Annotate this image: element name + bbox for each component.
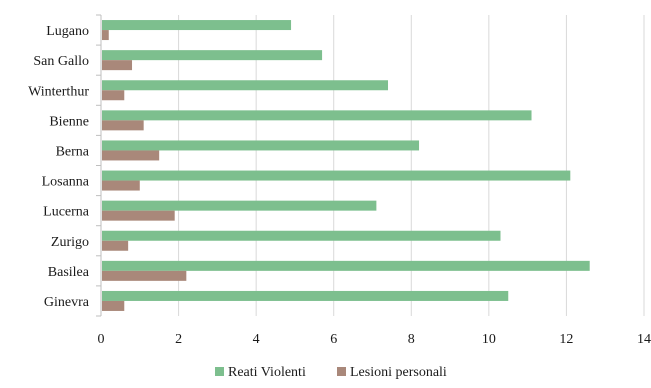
category-label: San Gallo: [33, 54, 89, 69]
category-label: Bienne: [49, 114, 89, 129]
bar-reati-violenti: [102, 230, 501, 241]
bar-lesioni-personali: [102, 150, 160, 161]
category-label: Lucerna: [43, 205, 90, 220]
category-label: Lugano: [46, 24, 89, 39]
x-tick-label: 6: [330, 332, 337, 347]
category-label: Berna: [56, 144, 90, 159]
x-tick-label: 0: [98, 332, 105, 347]
bar-lesioni-personali: [102, 270, 187, 281]
bar-lesioni-personali: [102, 180, 140, 191]
bar-lesioni-personali: [102, 210, 175, 221]
bar-lesioni-personali: [102, 30, 109, 41]
bar-reati-violenti: [102, 200, 377, 211]
legend-label: Lesioni personali: [350, 365, 447, 380]
gridlines: [178, 15, 645, 316]
category-label: Losanna: [42, 175, 90, 190]
bar-lesioni-personali: [102, 90, 125, 101]
bar-reati-violenti: [102, 20, 292, 31]
category-label: Winterthur: [28, 84, 89, 99]
category-label: Zurigo: [51, 235, 89, 250]
x-tick-label: 4: [253, 332, 260, 347]
bars: [102, 20, 590, 311]
category-label: Ginevra: [44, 295, 90, 310]
bar-reati-violenti: [102, 110, 532, 121]
x-tick-label: 8: [408, 332, 415, 347]
legend: Reati Violenti Lesioni personali: [215, 365, 447, 380]
x-tick-label: 12: [559, 332, 573, 347]
bar-reati-violenti: [102, 170, 571, 181]
bar-reati-violenti: [102, 260, 590, 271]
legend-swatch: [215, 367, 224, 376]
legend-swatch: [337, 367, 346, 376]
x-tick-label: 14: [637, 332, 651, 347]
bar-reati-violenti: [102, 80, 389, 91]
bar-lesioni-personali: [102, 240, 129, 251]
x-tick-label: 2: [175, 332, 182, 347]
x-tick-label: 10: [482, 332, 496, 347]
axes: 0 2 4 6 8 10 12 14 Lugano San Gallo Winterthur Bien…: [28, 14, 651, 347]
bar-lesioni-personali: [102, 300, 125, 311]
category-label: Basilea: [48, 265, 90, 280]
bar-reati-violenti: [102, 290, 509, 301]
bar-lesioni-personali: [102, 60, 133, 71]
bar-reati-violenti: [102, 50, 323, 61]
bar-lesioni-personali: [102, 120, 144, 131]
legend-label: Reati Violenti: [228, 365, 306, 380]
bar-reati-violenti: [102, 140, 420, 151]
